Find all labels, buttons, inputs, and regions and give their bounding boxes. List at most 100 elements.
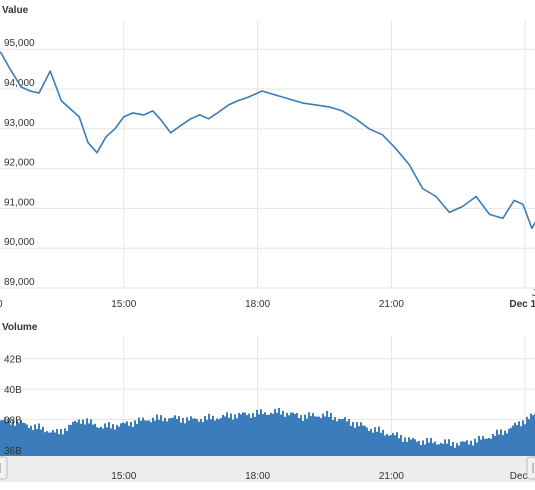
volume-bar — [526, 416, 528, 456]
volume-bar — [438, 444, 440, 456]
volume-bar — [66, 430, 68, 456]
volume-bar — [88, 423, 90, 456]
volume-bar — [110, 428, 112, 456]
price-y-tick-label: 90,000 — [4, 237, 35, 248]
volume-bar — [236, 418, 238, 456]
volume-bar — [318, 416, 320, 456]
volume-bar — [518, 421, 520, 456]
volume-bar — [216, 418, 218, 456]
volume-bar — [262, 414, 264, 456]
volume-bar — [366, 427, 368, 456]
volume-bar — [334, 417, 336, 456]
volume-bar — [92, 424, 94, 456]
volume-bar — [70, 424, 72, 456]
volume-bar — [40, 429, 42, 456]
volume-bar — [230, 413, 232, 456]
volume-bar — [2, 420, 4, 456]
volume-bar — [346, 421, 348, 456]
volume-bar — [278, 408, 280, 456]
volume-bar — [248, 413, 250, 456]
volume-bar — [420, 445, 422, 456]
volume-bar — [328, 417, 330, 456]
price-x-tick-label: 21:00 — [379, 299, 404, 310]
volume-bar — [488, 438, 490, 456]
volume-bar — [456, 443, 458, 456]
volume-bar — [190, 416, 192, 456]
volume-bar — [68, 424, 70, 456]
price-y-tick-label: 95,000 — [4, 38, 35, 49]
volume-bar — [134, 420, 136, 456]
volume-bar — [430, 438, 432, 456]
volume-bar — [252, 412, 254, 456]
volume-bar — [86, 418, 88, 456]
navigator-right-handle[interactable] — [526, 456, 535, 480]
volume-bar — [156, 414, 158, 456]
volume-bar — [330, 413, 332, 456]
volume-bar — [416, 441, 418, 456]
volume-bar — [128, 425, 130, 456]
volume-bar — [272, 413, 274, 456]
volume-bar — [512, 425, 514, 456]
volume-bar — [302, 420, 304, 456]
volume-bar — [382, 429, 384, 456]
navigator-left-handle[interactable] — [0, 456, 8, 480]
volume-bar — [434, 441, 436, 456]
volume-bar — [360, 422, 362, 456]
volume-bar — [150, 422, 152, 456]
volume-bar — [6, 421, 8, 456]
volume-bar — [294, 413, 296, 456]
volume-bar — [502, 435, 504, 456]
volume-bar — [372, 432, 374, 456]
volume-bar — [122, 422, 124, 456]
price-axis-title: Value — [2, 5, 29, 16]
volume-bar — [178, 416, 180, 456]
volume-bar — [80, 423, 82, 456]
volume-bar — [418, 440, 420, 456]
volume-bar — [376, 431, 378, 456]
volume-bar — [100, 426, 102, 456]
volume-bar — [250, 417, 252, 456]
volume-bar — [58, 434, 60, 456]
volume-bar — [214, 420, 216, 456]
volume-bar — [244, 412, 246, 456]
volume-bar — [412, 438, 414, 456]
volume-bar — [164, 417, 166, 456]
navigator-track[interactable] — [0, 456, 535, 482]
volume-bar — [468, 444, 470, 456]
volume-bar — [326, 411, 328, 456]
navigator-x-tick-label: 18:00 — [245, 471, 270, 482]
price-x-tick-label: 12:00 — [0, 299, 3, 310]
volume-bar — [18, 423, 20, 456]
volume-bar — [394, 435, 396, 456]
volume-bar — [444, 439, 446, 456]
volume-bar — [228, 417, 230, 456]
volume-bar — [368, 431, 370, 456]
volume-bar — [120, 423, 122, 456]
volume-bar — [364, 425, 366, 456]
volume-bar — [8, 418, 10, 456]
volume-bar — [300, 415, 302, 456]
price-y-tick-label: 91,000 — [4, 197, 35, 208]
volume-bar — [30, 425, 32, 456]
volume-bar — [506, 433, 508, 456]
volume-bar — [98, 428, 100, 456]
volume-bar — [126, 421, 128, 456]
volume-bar — [298, 418, 300, 456]
volume-bar — [24, 423, 26, 456]
volume-bar — [290, 412, 292, 456]
volume-bar — [464, 441, 466, 456]
volume-bar — [116, 424, 118, 456]
volume-bar — [258, 414, 260, 456]
volume-bar — [384, 435, 386, 456]
volume-bar — [166, 421, 168, 456]
volume-bar — [530, 413, 532, 456]
volume-bar — [224, 416, 226, 456]
volume-bar — [208, 413, 210, 456]
volume-bar — [0, 420, 2, 456]
volume-bar — [20, 420, 22, 456]
volume-bar — [184, 423, 186, 456]
volume-bar — [210, 419, 212, 456]
volume-bar — [432, 443, 434, 456]
volume-bar — [180, 422, 182, 456]
volume-bar — [286, 412, 288, 456]
